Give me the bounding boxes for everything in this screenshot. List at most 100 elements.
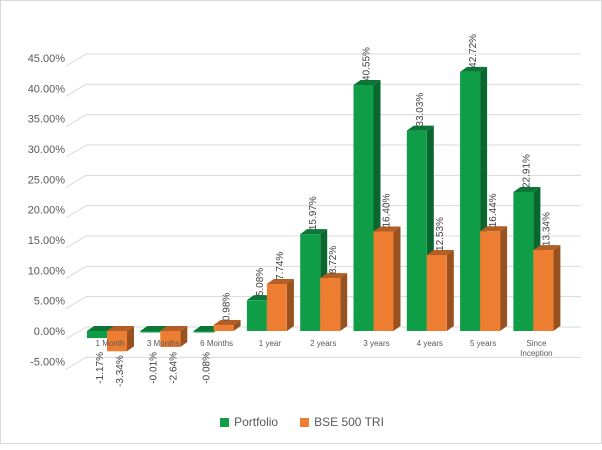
bar-side-bse-500-tri — [500, 226, 508, 331]
bar-top-bse-500-tri — [373, 226, 401, 232]
data-label: 7.74% — [275, 252, 286, 280]
data-label: 8.72% — [328, 246, 339, 274]
bar-top-bse-500-tri — [480, 226, 508, 232]
gridline-slant — [65, 114, 87, 128]
y-tick-label: -5.00% — [30, 356, 65, 368]
bar-side-bse-500-tri — [553, 245, 561, 331]
bar-bse-500-tri — [266, 284, 287, 331]
data-label: 5.08% — [255, 268, 266, 296]
bar-bse-500-tri — [426, 254, 447, 331]
x-category-label: 3 years — [363, 339, 389, 348]
x-category-label: 3 Months — [147, 339, 180, 348]
bar-bse-500-tri — [533, 250, 554, 331]
bar-portfolio — [460, 71, 481, 331]
y-tick-label: 30.00% — [28, 144, 66, 156]
data-label: -1.17% — [95, 352, 106, 384]
data-label: -2.64% — [168, 352, 179, 384]
bar-portfolio — [193, 331, 214, 333]
data-label: 12.53% — [435, 217, 446, 251]
data-label: 16.40% — [382, 193, 393, 227]
bar-top-bse-500-tri — [533, 245, 561, 251]
bar-top-portfolio — [513, 187, 541, 193]
bar-top-portfolio — [140, 326, 168, 331]
y-tick-label: 20.00% — [28, 205, 66, 217]
gridline-slant — [65, 83, 87, 97]
bar-side-bse-500-tri — [233, 320, 241, 331]
data-label: 22.91% — [521, 154, 532, 188]
bar-side-bse-500-tri — [340, 273, 348, 331]
data-label: 33.03% — [415, 93, 426, 127]
data-label: 13.34% — [541, 212, 552, 246]
data-label: 40.55% — [362, 47, 373, 81]
gridline-slant — [65, 356, 87, 370]
gridline-slant — [65, 205, 87, 219]
legend-swatch-bse500 — [300, 417, 310, 427]
bar-portfolio — [300, 234, 321, 331]
x-category-label: 1 Month — [96, 339, 125, 348]
gridline-slant — [65, 174, 87, 188]
bar-portfolio — [353, 84, 374, 331]
y-tick-label: 35.00% — [28, 114, 66, 126]
bar-top-bse-500-tri — [160, 326, 188, 331]
bar-top-bse-500-tri — [320, 273, 348, 279]
data-label: -3.34% — [115, 355, 126, 387]
bar-top-portfolio — [406, 125, 434, 131]
bar-portfolio — [513, 192, 534, 331]
gridline-slant — [65, 144, 87, 158]
legend-label: Portfolio — [234, 415, 279, 429]
bar-side-bse-500-tri — [180, 326, 188, 348]
legend-item-bse500: BSE 500 TRI — [300, 415, 384, 429]
bar-top-bse-500-tri — [213, 320, 241, 326]
bar-portfolio — [87, 331, 107, 339]
bar-top-bse-500-tri — [107, 326, 134, 331]
bar-top-portfolio — [87, 326, 114, 331]
data-label: 42.72% — [468, 34, 479, 68]
bar-bse-500-tri — [373, 231, 394, 331]
x-category-label: 1 year — [259, 339, 282, 348]
y-tick-label: 25.00% — [28, 174, 66, 186]
bar-side-bse-500-tri — [286, 279, 294, 331]
bar-bse-500-tri — [480, 231, 501, 331]
bar-bse-500-tri — [213, 325, 234, 331]
bar-portfolio — [406, 130, 427, 331]
y-tick-label: 0.00% — [34, 326, 65, 338]
data-label: 0.98% — [222, 293, 233, 321]
bar-side-bse-500-tri — [393, 226, 401, 331]
bar-top-bse-500-tri — [426, 249, 454, 255]
y-tick-label: 40.00% — [28, 83, 66, 95]
x-category-label: Inception — [520, 349, 552, 358]
x-category-label: 6 Months — [200, 339, 233, 348]
y-tick-label: 10.00% — [28, 265, 66, 277]
legend-swatch-portfolio — [220, 417, 230, 427]
bar-top-portfolio — [300, 229, 328, 235]
bar-side-bse-500-tri — [446, 249, 454, 331]
bar-top-bse-500-tri — [266, 279, 294, 285]
bar-bse-500-tri — [160, 331, 181, 348]
bar-side-bse-500-tri — [127, 326, 134, 352]
bar-portfolio — [246, 300, 267, 331]
x-category-label: 2 years — [310, 339, 336, 348]
x-category-label: Since — [526, 339, 547, 348]
data-label: -0.08% — [202, 352, 213, 384]
legend: Portfolio BSE 500 TRI — [1, 415, 602, 429]
x-category-label: 5 years — [470, 339, 496, 348]
gridline-slant — [65, 326, 87, 340]
y-tick-label: 5.00% — [34, 296, 65, 308]
data-label: 16.44% — [488, 193, 499, 227]
bar-portfolio — [140, 331, 161, 333]
bar-top-portfolio — [460, 66, 488, 72]
x-category-label: 4 years — [417, 339, 443, 348]
y-tick-label: 45.00% — [28, 53, 66, 65]
bar-top-portfolio — [353, 79, 381, 85]
bar-bse-500-tri — [320, 278, 341, 331]
gridline-slant — [65, 53, 87, 67]
bar-bse-500-tri — [107, 331, 127, 352]
legend-item-portfolio: Portfolio — [220, 415, 278, 429]
gridline-slant — [65, 265, 87, 279]
gridline-slant — [65, 296, 87, 310]
gridline-slant — [65, 235, 87, 249]
legend-label: BSE 500 TRI — [314, 415, 384, 429]
data-label: -0.01% — [148, 352, 159, 384]
